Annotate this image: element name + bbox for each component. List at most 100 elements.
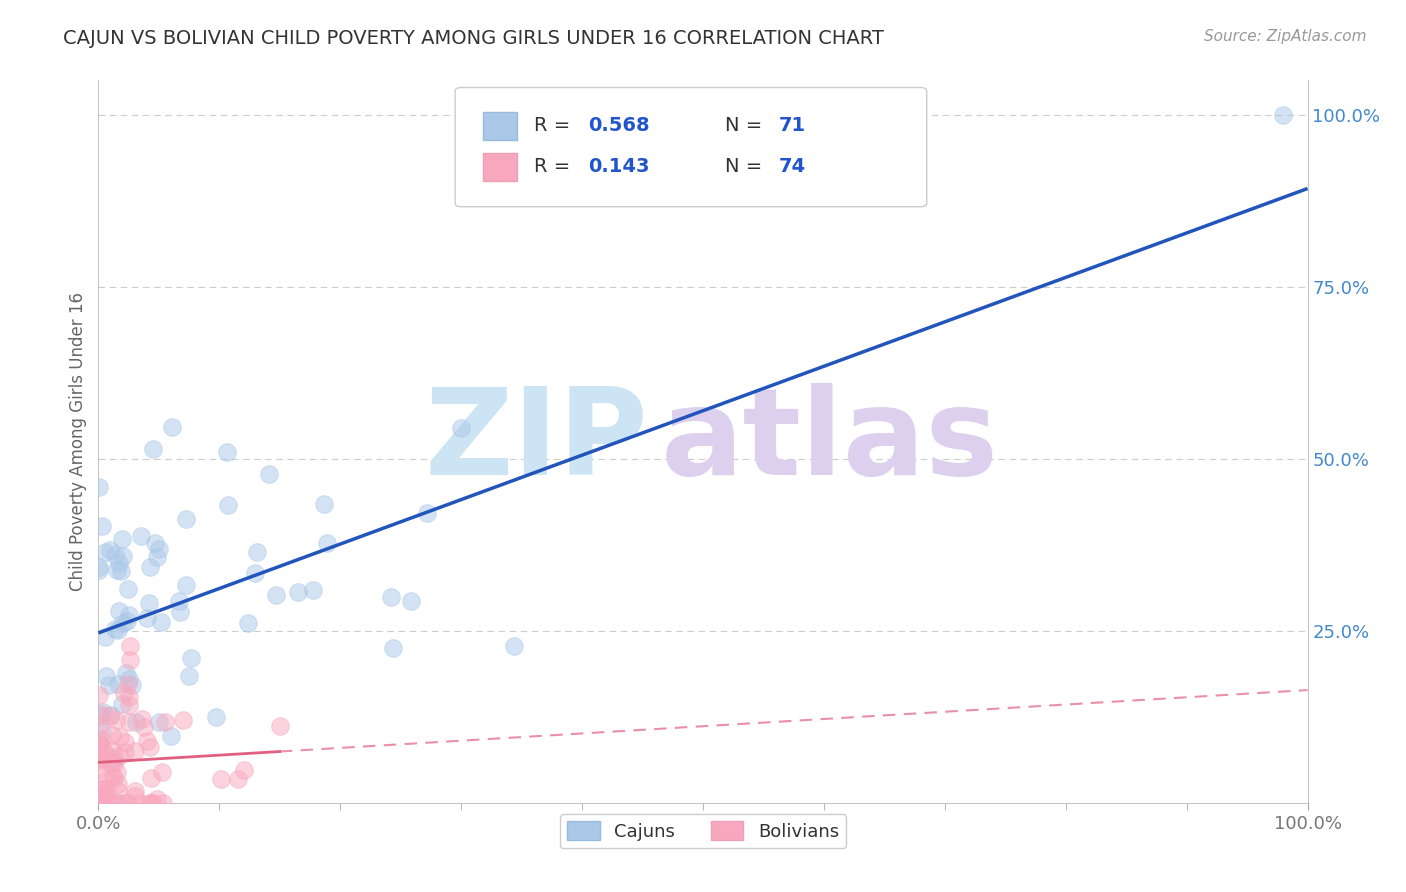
Point <box>148 714 170 729</box>
Point <box>107 777 129 791</box>
Point <box>399 593 422 607</box>
Point <box>93 751 115 765</box>
Point <box>1272 108 1295 122</box>
Point <box>89 754 111 768</box>
Point <box>155 715 177 730</box>
Point <box>150 764 173 779</box>
Point <box>209 772 232 786</box>
Point <box>90 782 112 797</box>
Point <box>115 615 138 629</box>
Point <box>205 710 228 724</box>
Point <box>87 763 110 777</box>
Point <box>179 668 201 682</box>
Point <box>380 590 402 604</box>
Point <box>105 764 128 779</box>
Point <box>111 532 134 546</box>
Point <box>118 690 141 704</box>
Point <box>139 739 162 754</box>
Point <box>152 796 174 810</box>
Point <box>114 796 136 810</box>
Text: Source: ZipAtlas.com: Source: ZipAtlas.com <box>1204 29 1367 44</box>
Point <box>90 706 112 721</box>
Point <box>103 756 125 770</box>
Point <box>89 708 111 723</box>
Point <box>87 480 110 494</box>
Point <box>87 737 110 751</box>
Point <box>450 420 472 434</box>
Point <box>180 651 202 665</box>
Point <box>245 566 267 581</box>
Point <box>139 560 162 574</box>
Point <box>117 582 139 597</box>
Point <box>87 560 110 574</box>
Point <box>264 588 287 602</box>
Point <box>160 420 183 434</box>
Point <box>87 563 110 577</box>
Point <box>316 536 339 550</box>
Point <box>132 720 155 734</box>
Point <box>217 445 239 459</box>
Point <box>142 796 165 810</box>
Text: N =: N = <box>724 116 768 136</box>
Text: R =: R = <box>534 116 576 136</box>
Point <box>94 788 117 802</box>
Point <box>100 756 122 770</box>
Point <box>87 688 110 702</box>
Text: R =: R = <box>534 158 582 177</box>
Point <box>87 746 110 760</box>
Point <box>98 543 121 558</box>
Point <box>114 735 136 749</box>
Point <box>114 665 136 680</box>
Point <box>94 630 117 644</box>
Point <box>105 563 128 577</box>
FancyBboxPatch shape <box>456 87 927 207</box>
Point <box>502 640 524 654</box>
Point <box>96 786 118 800</box>
Point <box>94 545 117 559</box>
Point <box>381 641 404 656</box>
Point <box>117 796 139 810</box>
Point <box>416 506 439 520</box>
Point <box>96 772 118 786</box>
Text: 0.568: 0.568 <box>588 116 650 136</box>
Point <box>118 652 141 666</box>
Point <box>112 615 135 630</box>
Point <box>159 729 181 743</box>
Point <box>110 564 132 578</box>
Point <box>117 676 139 690</box>
Point <box>169 606 191 620</box>
Point <box>118 698 141 712</box>
Text: 74: 74 <box>779 158 806 177</box>
Point <box>107 557 129 571</box>
Point <box>129 529 152 543</box>
Point <box>90 795 112 809</box>
Point <box>89 796 111 810</box>
Point <box>91 796 114 810</box>
Point <box>146 550 169 565</box>
Point <box>167 594 190 608</box>
Point <box>96 747 118 762</box>
Point <box>93 781 115 796</box>
Point <box>124 744 146 758</box>
Point <box>91 705 114 719</box>
Point <box>135 611 157 625</box>
Point <box>174 512 197 526</box>
Point <box>98 796 121 810</box>
Text: N =: N = <box>724 158 768 177</box>
Point <box>103 752 125 766</box>
Text: ZIP: ZIP <box>425 383 648 500</box>
Point <box>124 789 146 804</box>
Point <box>287 585 309 599</box>
Point <box>108 730 131 744</box>
Point <box>236 615 259 630</box>
Point <box>131 712 153 726</box>
Point <box>148 542 170 557</box>
Point <box>103 771 125 785</box>
Point <box>314 497 336 511</box>
Point <box>143 536 166 550</box>
Point <box>150 615 173 629</box>
Point <box>105 714 128 728</box>
Point <box>91 796 114 810</box>
Point <box>246 544 269 558</box>
Text: CAJUN VS BOLIVIAN CHILD POVERTY AMONG GIRLS UNDER 16 CORRELATION CHART: CAJUN VS BOLIVIAN CHILD POVERTY AMONG GI… <box>63 29 884 47</box>
